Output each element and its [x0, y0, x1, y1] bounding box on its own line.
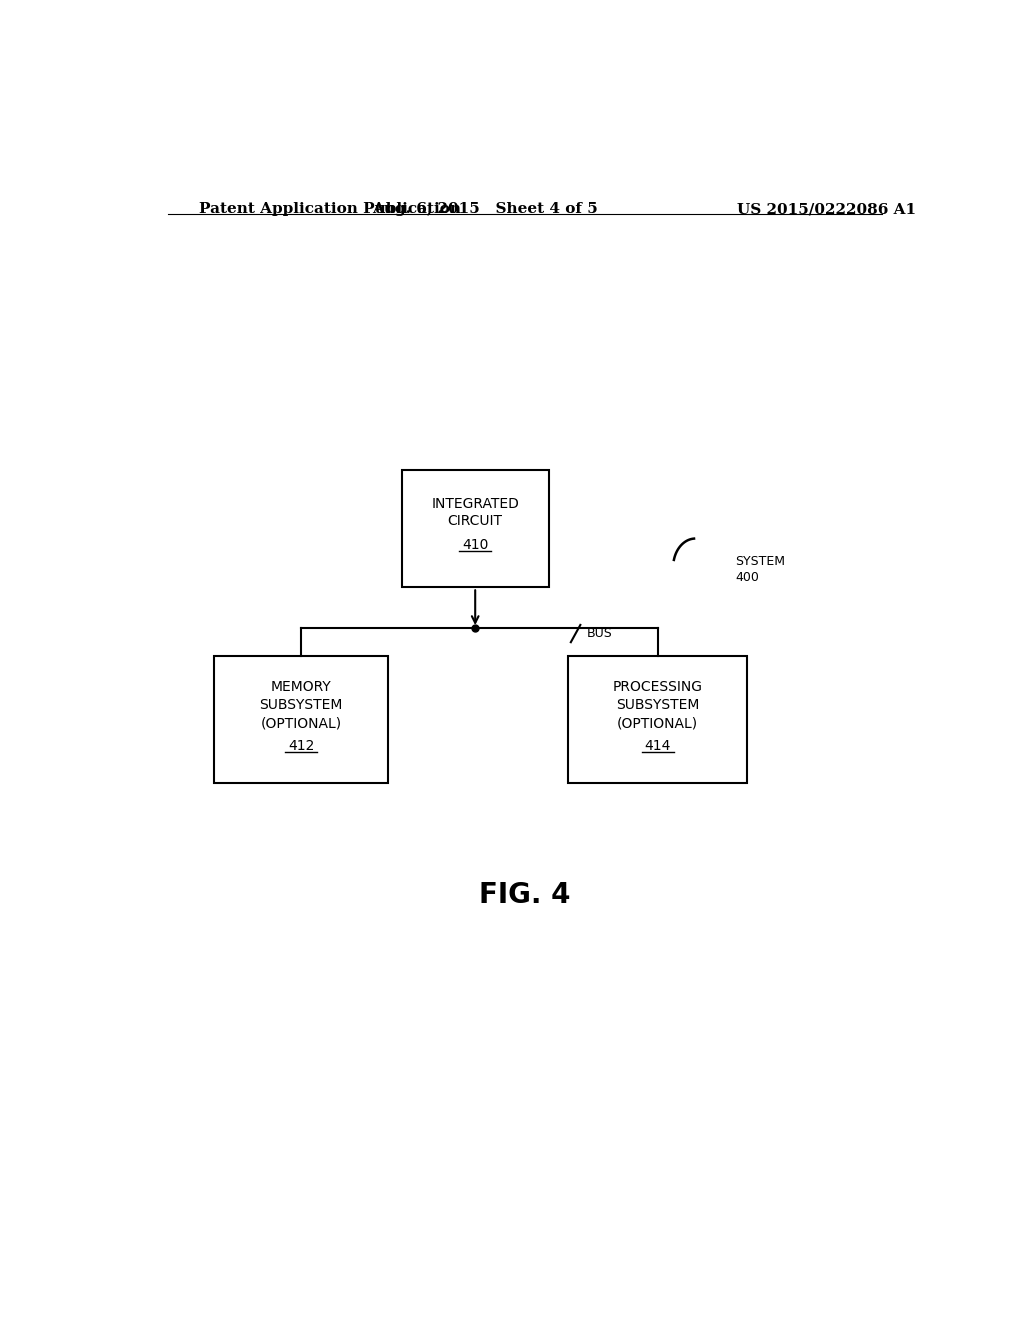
Text: SUBSYSTEM: SUBSYSTEM: [259, 698, 343, 713]
Text: Patent Application Publication: Patent Application Publication: [200, 202, 462, 216]
FancyBboxPatch shape: [401, 470, 549, 587]
Text: (OPTIONAL): (OPTIONAL): [617, 717, 698, 730]
Text: 412: 412: [288, 739, 314, 752]
Text: 410: 410: [462, 537, 488, 552]
FancyBboxPatch shape: [568, 656, 748, 784]
Text: INTEGRATED: INTEGRATED: [431, 496, 519, 511]
Text: SUBSYSTEM: SUBSYSTEM: [616, 698, 699, 713]
FancyBboxPatch shape: [214, 656, 388, 784]
Text: Aug. 6, 2015   Sheet 4 of 5: Aug. 6, 2015 Sheet 4 of 5: [373, 202, 598, 216]
Text: 400: 400: [735, 570, 759, 583]
Text: MEMORY: MEMORY: [270, 680, 332, 694]
Text: (OPTIONAL): (OPTIONAL): [260, 717, 342, 730]
Text: BUS: BUS: [587, 627, 612, 640]
Text: CIRCUIT: CIRCUIT: [447, 515, 503, 528]
Text: SYSTEM: SYSTEM: [735, 556, 785, 569]
Text: FIG. 4: FIG. 4: [479, 882, 570, 909]
Text: PROCESSING: PROCESSING: [612, 680, 702, 694]
Text: 414: 414: [644, 739, 671, 752]
Text: US 2015/0222086 A1: US 2015/0222086 A1: [737, 202, 915, 216]
